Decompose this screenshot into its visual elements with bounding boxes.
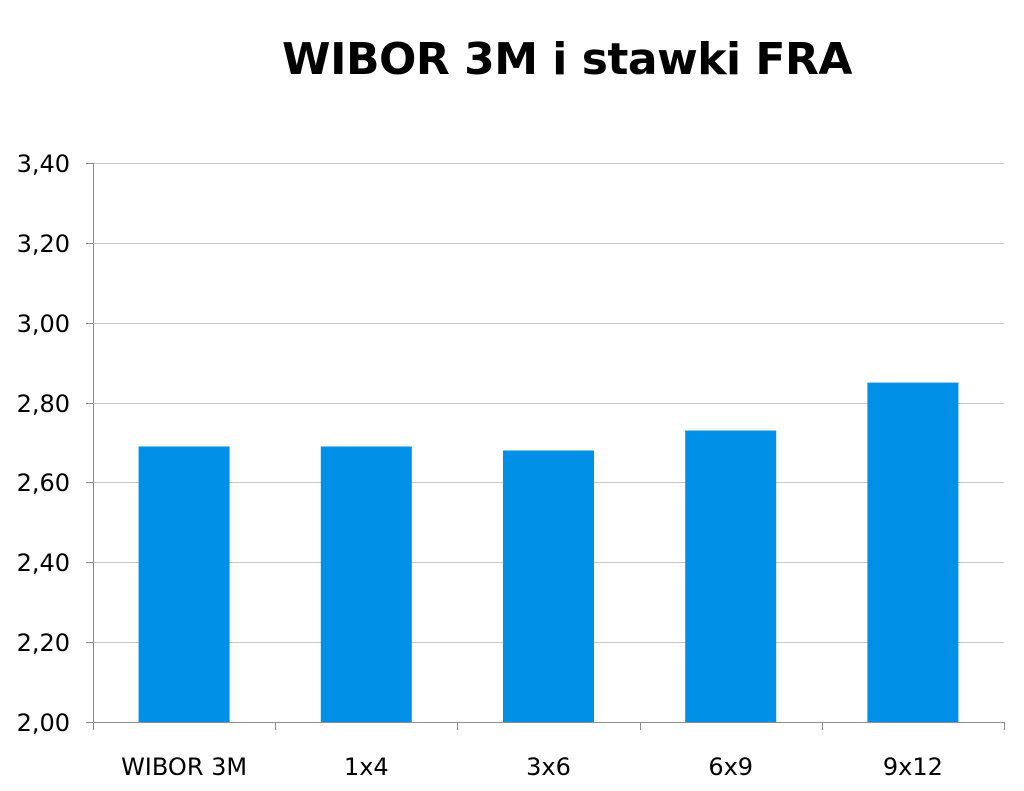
- chart-title: WIBOR 3M i stawki FRA: [282, 34, 852, 85]
- bar: [320, 446, 412, 722]
- x-tick-label: 3x6: [526, 753, 571, 781]
- y-tick-label: 3,00: [17, 310, 70, 338]
- bar: [867, 382, 959, 722]
- x-tick-label: 6x9: [708, 753, 753, 781]
- x-axis-tick-labels: WIBOR 3M 1x4 3x6 6x9 9x12: [121, 753, 943, 781]
- x-tick-label: WIBOR 3M: [121, 753, 247, 781]
- y-tick-label: 2,20: [17, 629, 70, 657]
- x-tick-label: 9x12: [883, 753, 943, 781]
- y-axis-tick-labels: 2,00 2,20 2,40 2,60 2,80 3,00 3,20 3,40: [17, 150, 70, 737]
- y-tick-label: 2,40: [17, 549, 70, 577]
- y-tick-label: 2,60: [17, 469, 70, 497]
- bar: [685, 430, 777, 722]
- axes: [86, 163, 1005, 730]
- y-tick-label: 3,40: [17, 150, 70, 178]
- y-tick-label: 2,80: [17, 390, 70, 418]
- y-tick-label: 2,00: [17, 709, 70, 737]
- y-tick-label: 3,20: [17, 230, 70, 258]
- bar: [138, 446, 230, 722]
- bar: [503, 450, 594, 722]
- x-tick-label: 1x4: [344, 753, 389, 781]
- bars: [138, 382, 959, 722]
